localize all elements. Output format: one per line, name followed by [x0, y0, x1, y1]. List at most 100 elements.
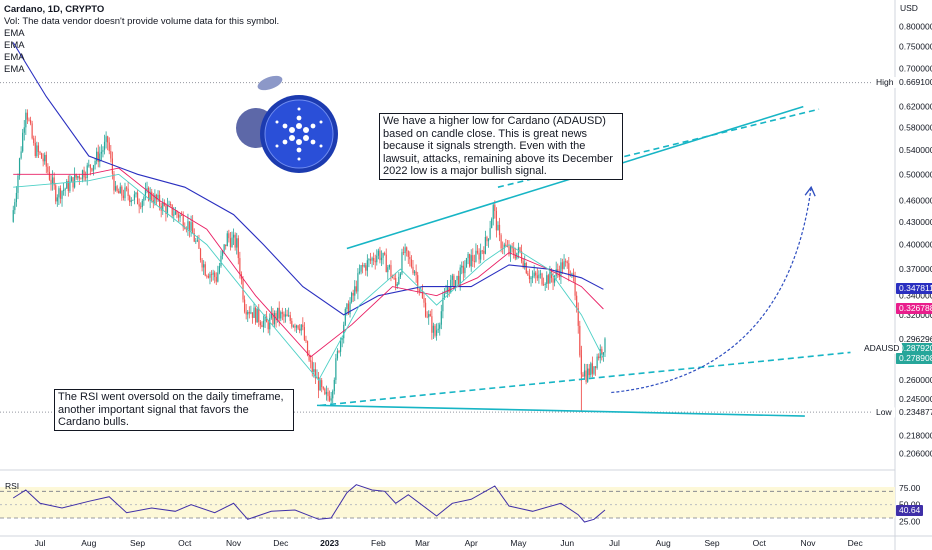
candle-body [552, 278, 554, 283]
candle [487, 238, 490, 248]
candle-body [250, 312, 252, 314]
candle-body [236, 238, 238, 248]
candle-body [399, 273, 401, 277]
candle-body [327, 391, 329, 397]
candle [64, 187, 66, 197]
trendline-3[interactable] [320, 351, 851, 407]
candle-body [393, 278, 395, 279]
candle [491, 217, 493, 229]
candle [144, 182, 147, 201]
candle-body [225, 244, 227, 247]
trendline-4[interactable] [316, 404, 805, 417]
price-tick-15: 0.218000 [899, 431, 932, 441]
candle [344, 307, 346, 326]
candle [171, 204, 173, 219]
candle [72, 177, 74, 192]
candle-body [135, 192, 137, 195]
ema-legend-4[interactable]: EMA [4, 64, 25, 75]
candle-body [582, 374, 584, 377]
ema-legend-2[interactable]: EMA [4, 40, 25, 51]
candle [319, 378, 321, 391]
candle-body [590, 363, 592, 376]
candle-body [26, 112, 29, 120]
candle-body [118, 191, 120, 194]
candle-body [410, 259, 413, 267]
candle-body [146, 188, 148, 191]
price-label-3: 0.296296 [896, 333, 932, 345]
candle [489, 220, 491, 240]
candle [15, 186, 17, 207]
candle-body [308, 355, 310, 361]
higher-low-note[interactable]: We have a higher low for Cardano (ADAUSD… [379, 113, 623, 180]
candle [291, 318, 293, 329]
candle [538, 270, 540, 284]
candle-body [15, 192, 17, 203]
forecast-arrow[interactable] [611, 185, 816, 394]
candle [108, 137, 110, 155]
candle [203, 260, 205, 275]
candle [168, 200, 170, 206]
time-tick-4: Nov [226, 538, 242, 548]
candle-body [39, 151, 41, 154]
candle [432, 322, 435, 340]
candle [549, 265, 551, 284]
candle-body [306, 341, 309, 356]
candle [294, 323, 296, 332]
candle-body [187, 221, 189, 229]
time-tick-13: Aug [656, 538, 671, 548]
candle [136, 189, 139, 205]
candle-body [448, 287, 450, 293]
candle-body [544, 283, 546, 285]
candle [440, 304, 442, 330]
candle [453, 273, 455, 290]
candle-body [596, 356, 598, 369]
candle [366, 254, 368, 277]
candle-body [130, 200, 132, 203]
candle-body [31, 123, 33, 139]
price-axis[interactable]: 0.800000 0.750000 0.700000 0.620000 0.580000… [899, 3, 932, 526]
candle [382, 252, 384, 265]
candle-body [568, 263, 570, 276]
candle-body [74, 174, 76, 188]
candle-body [527, 273, 529, 276]
ema-legend-3[interactable]: EMA [4, 52, 25, 63]
ema-legend-1[interactable]: EMA [4, 28, 25, 39]
candle [360, 264, 362, 275]
candle [335, 353, 337, 384]
candle [220, 250, 222, 268]
candle [484, 230, 486, 255]
candle-body [166, 205, 169, 214]
rsi-oversold-note[interactable]: The RSI went oversold on the daily timef… [54, 389, 294, 431]
candle [565, 258, 567, 267]
candle [215, 272, 217, 286]
candle [89, 164, 91, 176]
candle-body [388, 265, 390, 268]
candle-body [229, 238, 232, 248]
main-coin-face [264, 99, 334, 169]
candle-body [483, 250, 485, 254]
candle [325, 385, 328, 401]
candle-body [519, 247, 521, 252]
candle-body [127, 188, 129, 196]
candle [143, 195, 145, 206]
forecast-arrow-curve[interactable] [611, 187, 812, 394]
candle-body [424, 302, 427, 317]
candle-body [541, 273, 543, 285]
chart-title[interactable]: Cardano, 1D, CRYPTO [4, 4, 105, 15]
candle-body [363, 265, 365, 267]
candle-body [426, 316, 428, 318]
candle-body [58, 188, 60, 198]
candle [362, 262, 364, 274]
candle [585, 364, 587, 385]
candle [179, 213, 181, 223]
rsi-current-value: 40.64 [896, 505, 924, 517]
candle-body [487, 238, 490, 242]
time-axis[interactable]: Jul Aug Sep Oct Nov Dec 2023 Feb Mar Apr May Jun Jul… [35, 538, 864, 548]
candle-body [508, 246, 510, 255]
candle-body [374, 260, 376, 263]
candle-body [140, 206, 142, 208]
candle [44, 152, 46, 165]
candle-body [105, 136, 107, 142]
